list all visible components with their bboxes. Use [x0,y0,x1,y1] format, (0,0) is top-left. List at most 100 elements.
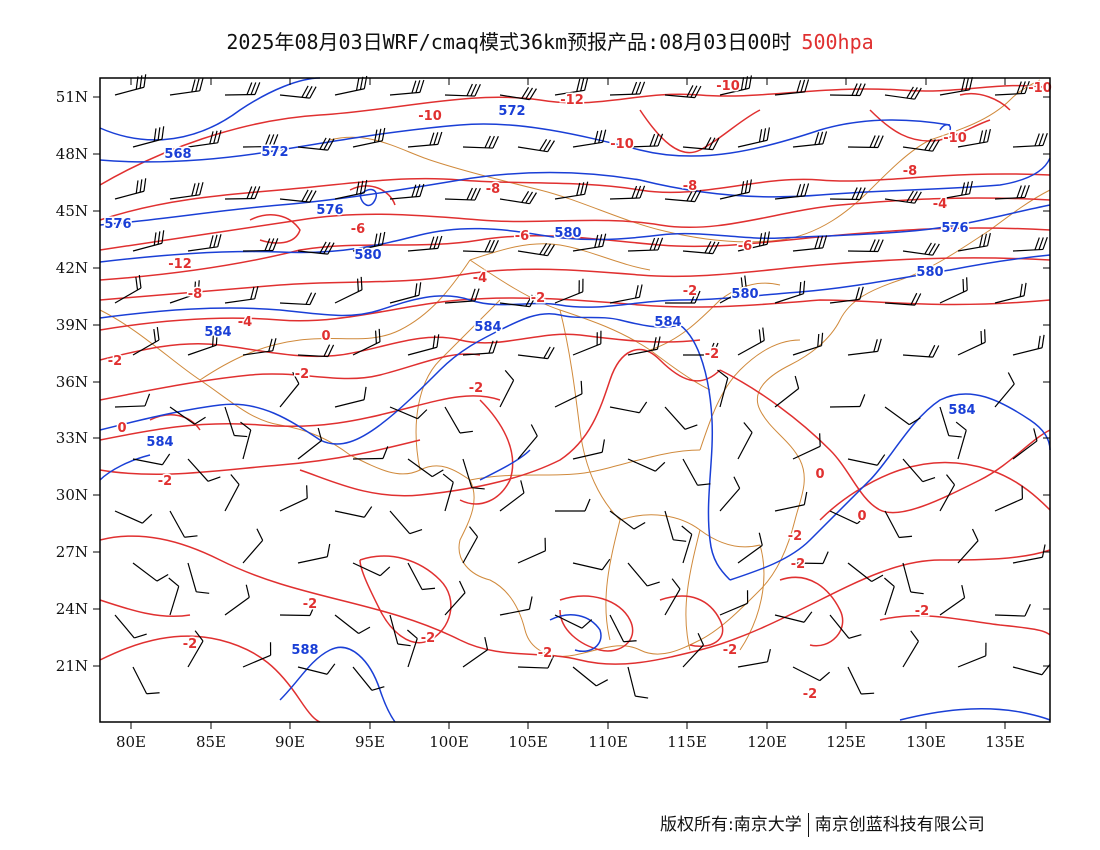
wind-barb [683,342,719,356]
temperature-contour [299,349,721,497]
lat-tick-label: 24N [56,600,88,618]
wind-barb [902,458,936,483]
wind-barb [609,185,646,200]
wind-barb [957,128,991,148]
wind-barb [224,584,250,616]
wind-barb [297,137,335,151]
wind-barb [242,642,272,668]
wind-barb [297,543,331,564]
wind-barb [955,421,967,460]
border-line [605,519,621,641]
wind-barb [279,189,317,203]
temperature-label: -2 [469,381,483,396]
wind-barb [665,290,701,304]
wind-barb [902,562,924,595]
wind-barb [297,344,335,358]
wind-barb [224,286,259,304]
wind-barb [554,380,583,408]
wind-barb [939,406,962,438]
wind-barb [132,126,165,148]
geopotential-label: 572 [498,104,525,119]
wind-barb [224,406,248,438]
wind-barb [847,338,882,356]
wind-barb [609,401,648,414]
wind-barb [664,85,702,99]
longitude-axis: 80E 85E 90E 95E 100E 105E 110E 115E 120E 125E 130E… [116,78,1025,751]
temperature-contour [99,333,701,361]
wind-barb [774,183,810,200]
wind-barb [279,292,317,306]
wind-barb [737,532,763,564]
temperature-contours [99,84,1051,723]
wind-barb [884,292,922,306]
wind-barb [994,282,1027,304]
wind-barb [682,632,705,668]
temperature-contour [249,214,301,244]
temperature-label: -8 [903,164,917,179]
wind-barb [114,275,142,304]
wind-barb [352,562,391,577]
wind-barb [352,231,386,252]
wind-barb [555,498,591,512]
lat-tick-label: 45N [56,202,88,220]
geopotential-contour [479,449,531,481]
border-line [469,259,711,391]
map-frame [99,77,1051,723]
temperature-label: 0 [815,467,824,482]
temperature-contour [99,635,321,723]
wind-barb [242,238,279,252]
wind-barb [994,485,1024,512]
wind-barb [664,578,681,616]
wind-barb [334,75,368,96]
wind-barb [1012,544,1046,564]
wind-barb [829,394,866,408]
lon-tick-label: 85E [196,733,226,751]
geopotential-contour [379,312,681,426]
temperature-label: -6 [738,239,752,254]
geopotential-label: 568 [164,147,191,162]
wind-barb [902,344,940,358]
wind-barb [939,584,966,616]
lat-tick-label: 48N [56,145,88,163]
wind-barb [352,328,381,356]
temperature-label: 0 [857,509,866,524]
temperature-label: -2 [158,474,172,489]
wind-barb [717,369,729,408]
wind-barb [847,562,884,582]
wind-barb [462,239,499,253]
temperature-contour [779,576,844,647]
geopotential-label: 580 [731,287,758,302]
wind-barb [334,179,368,200]
wind-barb [187,332,218,356]
wind-barb [352,666,385,691]
lon-tick-label: 110E [588,733,628,751]
wind-barb [499,87,537,101]
wind-barb [682,458,711,486]
wind-barb [517,655,554,669]
lon-tick-label: 120E [747,733,787,751]
wind-barb [572,558,611,571]
wind-barb [462,135,499,149]
wind-barb [462,526,479,564]
wind-barb [389,510,423,535]
wind-barb [902,630,919,668]
wind-barb [1012,236,1048,252]
wind-barb [297,663,336,675]
wind-barb [224,82,261,96]
wind-barbs [114,74,1051,699]
border-line [739,544,765,651]
wind-barb [829,187,866,201]
copyright-right: 南京创蓝科技有限公司 [814,815,985,835]
temperature-label: -12 [560,93,584,108]
temperature-label: 0 [117,421,126,436]
temperature-label: -10 [716,79,740,94]
geopotential-contour [549,614,602,652]
wind-barb [389,406,428,420]
wind-barb [297,427,323,460]
temperature-contour [99,257,1051,301]
wind-barb [884,406,921,426]
wind-barb [389,282,422,304]
geopotential-contour [99,254,1051,319]
geopotential-contour [99,204,1051,263]
wind-barb [517,346,555,360]
